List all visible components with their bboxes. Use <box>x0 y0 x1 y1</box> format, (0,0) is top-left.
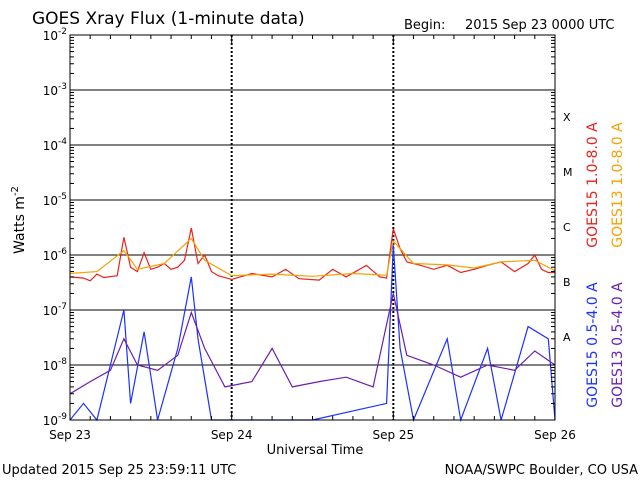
series-line-goes15_long <box>69 227 555 282</box>
flare-class-X: X <box>563 111 571 124</box>
x-tick-labels: Sep 23 Sep 24 Sep 25 Sep 26 <box>49 428 576 442</box>
flare-class-A: A <box>563 331 571 344</box>
y-tick-label: 10-8 <box>43 357 68 373</box>
begin-date: 2015 Sep 23 0000 UTC <box>465 18 615 33</box>
series-line-goes15_short <box>69 245 556 423</box>
legend-entry-goes13_short: GOES13 0.5-4.0 A <box>610 282 626 408</box>
y-tick-label: 10-3 <box>43 82 67 98</box>
flare-class-C: C <box>563 221 571 234</box>
flare-class-B: B <box>563 276 571 289</box>
x-tick-label: Sep 25 <box>372 428 414 442</box>
x-tick-label: Sep 26 <box>534 428 576 442</box>
y-tick-label: 10-2 <box>43 27 67 43</box>
y-axis-label: Watts m-2 <box>10 186 28 254</box>
chart-title: GOES Xray Flux (1-minute data) <box>32 9 305 29</box>
y-axis-label-exponent: -2 <box>10 186 21 196</box>
begin-label: Begin: <box>404 18 445 33</box>
y-tick-labels: 10-9 10-8 10-7 10-6 10-5 10-4 10-3 10-2 <box>43 27 68 428</box>
y-tick-label: 10-7 <box>43 302 67 318</box>
legend: GOES15 1.0-8.0 A GOES13 1.0-8.0 A GOES15 0… <box>585 122 626 408</box>
x-tick-label: Sep 24 <box>211 428 253 442</box>
plot-frame <box>69 34 556 421</box>
flare-class-M: M <box>563 166 573 179</box>
credit-label: NOAA/SWPC Boulder, CO USA <box>445 463 638 478</box>
y-tick-label: 10-9 <box>43 412 68 428</box>
y-tick-label: 10-4 <box>43 137 68 153</box>
svg-text:Watts m-2: Watts m-2 <box>10 186 28 254</box>
y-tick-label: 10-5 <box>43 192 67 208</box>
series-lines <box>69 227 556 423</box>
y-axis-label-text: Watts m <box>12 196 28 254</box>
x-axis-label: Universal Time <box>267 443 364 458</box>
x-tick-label: Sep 23 <box>49 428 91 442</box>
legend-entry-goes15_long: GOES15 1.0-8.0 A <box>585 122 601 248</box>
y-tick-label: 10-6 <box>43 247 68 263</box>
flare-class-labels: A B C M X <box>563 111 573 344</box>
legend-entry-goes15_short: GOES15 0.5-4.0 A <box>585 282 601 408</box>
series-line-goes13_long <box>69 237 556 277</box>
series-line-goes13_short <box>69 293 556 395</box>
grid-lines <box>70 34 555 421</box>
updated-timestamp: Updated 2015 Sep 25 23:59:11 UTC <box>2 463 236 478</box>
legend-entry-goes13_long: GOES13 1.0-8.0 A <box>610 122 626 248</box>
